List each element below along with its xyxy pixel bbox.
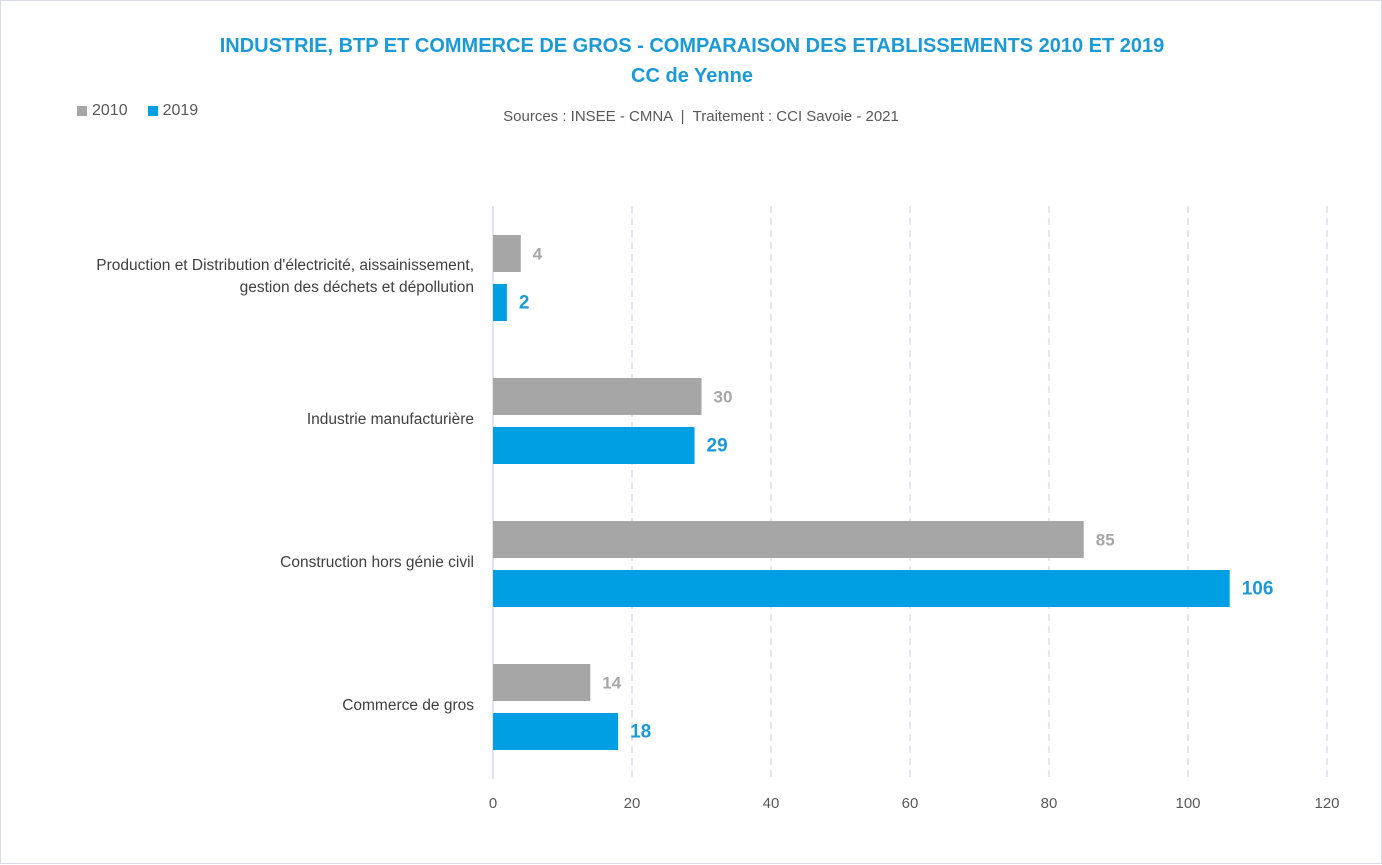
data-label-2010: 4 xyxy=(533,245,543,264)
chart-title: INDUSTRIE, BTP ET COMMERCE DE GROS - COM… xyxy=(219,35,1165,57)
legend-swatch-2010 xyxy=(77,106,87,116)
category-label-construction: Construction hors génie civil xyxy=(280,552,474,574)
category-label-line: Industrie manufacturière xyxy=(306,411,474,428)
data-label-2010: 85 xyxy=(1096,531,1115,550)
legend-swatch-2019 xyxy=(147,106,158,116)
x-tick-label: 80 xyxy=(1041,795,1058,812)
bar-2010 xyxy=(493,235,521,272)
chart-subtitle: CC de Yenne xyxy=(631,65,753,87)
bar-2010 xyxy=(493,521,1084,558)
legend: 2010 2019 xyxy=(77,102,198,120)
category-label-line: Commerce de gros xyxy=(342,697,474,714)
chart-source: Sources : INSEE - CMNA | Traitement : CC… xyxy=(503,108,899,125)
category-label-industrie: Industrie manufacturière xyxy=(307,409,474,431)
data-label-2019: 106 xyxy=(1242,579,1274,600)
legend-label-2019: 2019 xyxy=(162,102,199,119)
data-label-2019: 2 xyxy=(519,293,530,314)
data-label-2019: 29 xyxy=(707,436,728,457)
x-tick-label: 20 xyxy=(624,795,641,812)
x-tick-label: 40 xyxy=(763,795,780,812)
category-label-line: Production et Distribution d'électricité… xyxy=(96,257,474,274)
x-tick-label: 60 xyxy=(902,795,919,812)
bar-2010 xyxy=(493,378,702,415)
bar-2019 xyxy=(493,427,695,464)
data-label-2010: 14 xyxy=(602,674,621,693)
category-label-commerce: Commerce de gros xyxy=(342,695,474,717)
legend-item-2019[interactable]: 2019 xyxy=(147,102,199,120)
x-tick-label: 0 xyxy=(489,795,497,812)
x-tick-label: 120 xyxy=(1314,795,1339,812)
bar-2019 xyxy=(493,284,507,321)
category-label-production: Production et Distribution d'électricité… xyxy=(96,255,474,299)
x-tick-label: 100 xyxy=(1175,795,1200,812)
legend-item-2010[interactable]: 2010 xyxy=(77,102,128,120)
bar-2019 xyxy=(493,713,619,750)
bar-2019 xyxy=(493,570,1230,607)
legend-label-2010: 2010 xyxy=(92,102,128,119)
category-label-line: Construction hors génie civil xyxy=(280,554,474,571)
bar-2010 xyxy=(493,664,591,701)
data-label-2019: 18 xyxy=(630,722,651,743)
category-label-line: gestion des déchets et dépollution xyxy=(239,279,474,296)
data-label-2010: 30 xyxy=(714,388,733,407)
